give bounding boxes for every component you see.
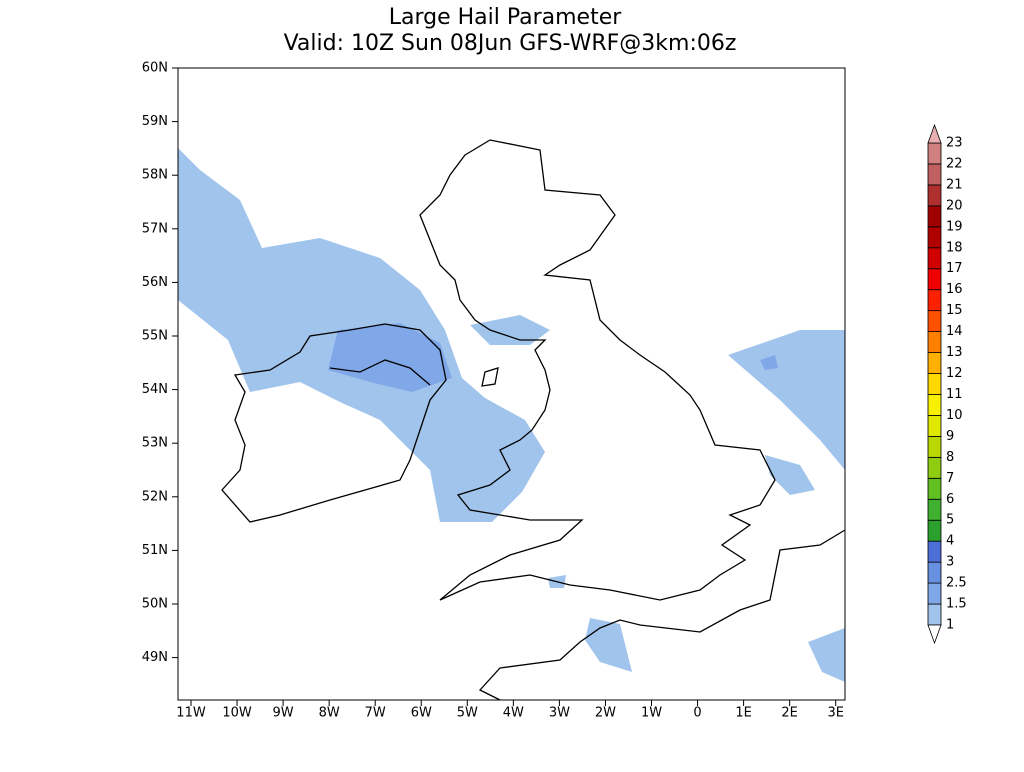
colorbar-label: 10 — [946, 408, 963, 423]
colorbar-label: 12 — [946, 366, 963, 381]
colorbar-segment — [927, 561, 942, 584]
france-coast — [478, 529, 846, 701]
colorbar-label: 8 — [946, 450, 954, 465]
lat-label: 55N — [142, 329, 168, 344]
lon-label: 11W — [176, 706, 206, 721]
lon-label: 3W — [549, 706, 570, 721]
lon-label: 2E — [781, 706, 798, 721]
lat-label: 58N — [142, 168, 168, 183]
colorbar-segment — [927, 394, 942, 416]
lat-label: 57N — [142, 221, 168, 236]
lat-label: 50N — [142, 597, 168, 612]
colorbar-label: 9 — [946, 429, 954, 444]
lon-label: 10W — [222, 706, 252, 721]
colorbar-segment — [927, 435, 942, 458]
colorbar-label: 21 — [946, 177, 963, 192]
lon-label: 3E — [827, 706, 844, 721]
field-area — [728, 330, 845, 470]
colorbar-label: 13 — [946, 345, 963, 360]
colorbar-segment — [927, 603, 942, 626]
colorbar-segment — [927, 184, 942, 207]
field-area — [470, 315, 550, 345]
colorbar-segment — [927, 226, 942, 249]
colorbar-label: 19 — [946, 219, 963, 234]
colorbar-label: 17 — [946, 261, 963, 276]
colorbar-over — [927, 123, 942, 144]
colorbar-segment — [927, 163, 942, 186]
colorbar-label: 22 — [946, 156, 963, 171]
colorbar-segment — [927, 456, 942, 479]
colorbar-segment — [927, 142, 942, 165]
colorbar-label: 4 — [946, 534, 954, 549]
colorbar-segment — [927, 205, 942, 228]
field-area-strong — [328, 323, 452, 392]
colorbar-segment — [927, 519, 942, 542]
colorbar-label: 5 — [946, 513, 954, 528]
lat-label: 53N — [142, 436, 168, 451]
lon-label: 0 — [693, 706, 701, 721]
colorbar-under — [927, 624, 942, 645]
field-area — [765, 455, 815, 495]
title: Large Hail Parameter — [389, 5, 623, 30]
colorbar-segment — [927, 289, 942, 312]
colorbar-segment — [927, 373, 942, 395]
great-britain-coast — [419, 139, 776, 601]
lon-label: 5W — [457, 706, 478, 721]
field-area — [808, 628, 845, 682]
colorbar-segment — [927, 247, 942, 270]
lat-label: 52N — [142, 489, 168, 504]
colorbar-segment — [927, 415, 942, 437]
lon-label: 8W — [319, 706, 340, 721]
colorbar-label: 18 — [946, 240, 963, 255]
lat-label: 60N — [142, 61, 168, 76]
lat-label: 56N — [142, 275, 168, 290]
colorbar-label: 15 — [946, 303, 963, 318]
lon-label: 7W — [365, 706, 386, 721]
lon-label: 9W — [273, 706, 294, 721]
lon-label: 2W — [595, 706, 616, 721]
colorbar-segment — [927, 310, 942, 333]
colorbar-label: 23 — [946, 136, 963, 151]
subtitle: Valid: 10Z Sun 08Jun GFS-WRF@3km:06z — [284, 31, 737, 56]
colorbar-segment — [927, 477, 942, 500]
colorbar-segment — [927, 352, 942, 374]
hail-field — [178, 148, 845, 682]
colorbar-label: 16 — [946, 282, 963, 297]
coastlines — [221, 139, 846, 701]
lat-label: 59N — [142, 114, 168, 129]
colorbar-label: 14 — [946, 324, 963, 339]
lat-label: 49N — [142, 650, 168, 665]
lat-label: 54N — [142, 382, 168, 397]
field-area — [585, 618, 632, 672]
lon-label: 1E — [735, 706, 752, 721]
colorbar-label: 11 — [946, 387, 963, 402]
colorbar-label: 20 — [946, 198, 963, 213]
colorbar-label: 6 — [946, 492, 954, 507]
colorbar-segment — [927, 268, 942, 291]
northern-ireland-border — [329, 359, 431, 386]
colorbar-segment — [927, 498, 942, 521]
colorbar-segment — [927, 331, 942, 353]
colorbar-segment — [927, 582, 942, 605]
colorbar-label: 7 — [946, 471, 954, 486]
lon-label: 1W — [641, 706, 662, 721]
lon-label: 4W — [503, 706, 524, 721]
ireland-coast — [221, 323, 447, 523]
field-area-strong — [760, 355, 778, 370]
colorbar-label: 3 — [946, 555, 954, 570]
colorbar-segment — [927, 540, 942, 563]
colorbar-label: 2.5 — [946, 576, 967, 591]
lat-label: 51N — [142, 543, 168, 558]
colorbar-label: 1.5 — [946, 597, 967, 612]
map-frame — [177, 67, 846, 701]
isle-of-man — [481, 367, 499, 387]
colorbar-label: 1 — [946, 618, 954, 633]
lon-label: 6W — [411, 706, 432, 721]
